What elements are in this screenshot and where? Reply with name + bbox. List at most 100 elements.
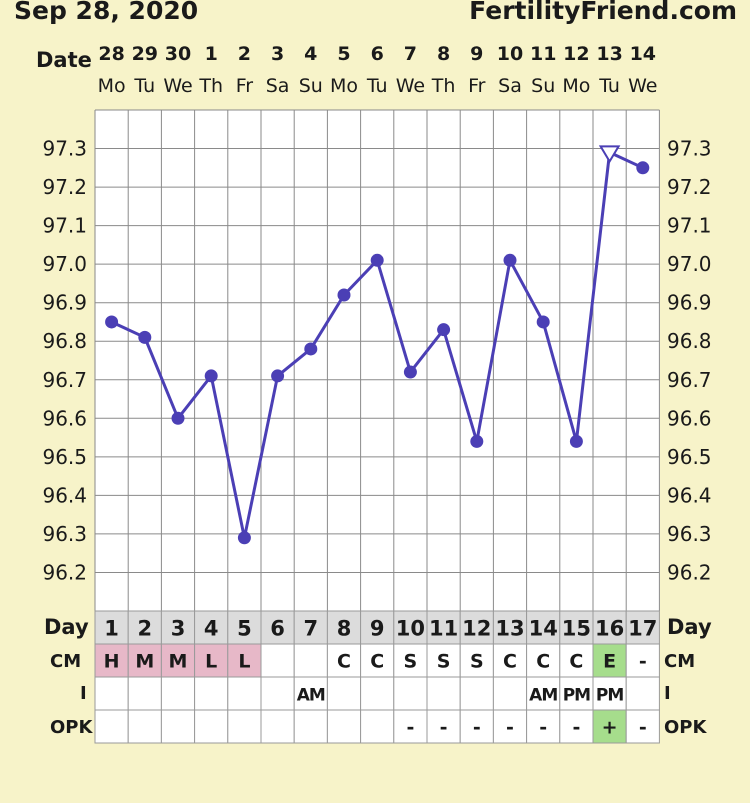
- table-value-cm: E: [603, 651, 616, 673]
- date-label: 6: [371, 43, 384, 65]
- y-tick-label: 96.9: [42, 291, 87, 315]
- date-label: 12: [563, 43, 589, 65]
- table-cell-i: [426, 676, 461, 711]
- date-label: 30: [165, 43, 191, 65]
- temperature-point: [470, 434, 484, 448]
- table-cell-cm: [625, 643, 660, 678]
- table-cell-i: [260, 676, 295, 711]
- table-value-cm: S: [470, 651, 484, 673]
- y-tick-label: 96.8: [42, 329, 87, 353]
- y-tick-label: 96.5: [42, 445, 87, 469]
- date-label: 13: [596, 43, 622, 65]
- table-cell-opk: [360, 709, 395, 744]
- date-label: 7: [404, 43, 417, 65]
- table-value-day: 3: [171, 617, 186, 641]
- table-cell-i: [227, 676, 262, 711]
- date-label: 10: [497, 43, 523, 65]
- table-value-day: 14: [529, 617, 558, 641]
- weekday-row: Mo Tu We Th Fr Sa Su Mo Tu We Th Fr Sa Su Mo Tu We: [98, 75, 658, 97]
- table-cell-day: [625, 610, 660, 645]
- y-tick-label: 96.3: [42, 522, 87, 546]
- temperature-point: [337, 288, 351, 302]
- table-cell-i: [526, 676, 561, 711]
- table-value-day: 8: [337, 617, 352, 641]
- weekday-label: Th: [431, 75, 456, 97]
- day-row-label-right: Day: [667, 615, 712, 639]
- table-value-day: 6: [270, 617, 285, 641]
- table-cell-day: [393, 610, 428, 645]
- cycle-table: 1 2 3 4 5 6 7 8 9 10 11 12 13 14 15 16 17H M M L L C C S S S C C C E -…: [94, 610, 660, 744]
- table-value-day: 15: [562, 617, 591, 641]
- table-cell-cm: [94, 643, 129, 678]
- table-value-opk: -: [539, 717, 547, 739]
- y-tick-label: 96.6: [667, 406, 712, 430]
- table-cell-i: [360, 676, 395, 711]
- temperature-point: [204, 369, 218, 383]
- table-value-cm: M: [169, 651, 188, 673]
- table-cell-day: [227, 610, 262, 645]
- table-cell-cm: [293, 643, 328, 678]
- table-value-day: 12: [462, 617, 491, 641]
- date-row-label: Date: [36, 48, 92, 72]
- date-label: 2: [238, 43, 251, 65]
- table-value-opk: -: [473, 717, 481, 739]
- table-value-day: 17: [628, 617, 657, 641]
- table-cell-opk: [160, 709, 196, 744]
- table-cell-i: [94, 676, 129, 711]
- table-value-opk: +: [602, 717, 618, 739]
- table-value-i: AM: [529, 686, 557, 706]
- temperature-point: [403, 365, 417, 379]
- table-cell-opk: [426, 709, 461, 744]
- table-value-i: AM: [297, 686, 325, 706]
- weekday-label: Fr: [236, 75, 254, 97]
- i-row-label-left: I: [80, 683, 87, 704]
- table-cell-i: [160, 676, 196, 711]
- table-cell-opk: [260, 709, 295, 744]
- table-cell-day: [459, 610, 494, 645]
- cm-row-label-right: CM: [664, 651, 695, 672]
- y-axis-left: 96.2 96.3 96.4 96.5 96.6 96.7 96.8 96.9 97.0 97.1…: [42, 137, 87, 585]
- y-tick-label: 97.2: [42, 175, 87, 199]
- table-value-cm: -: [639, 651, 647, 673]
- table-value-day: 9: [370, 617, 385, 641]
- y-tick-label: 96.6: [42, 406, 87, 430]
- weekday-label: We: [628, 75, 657, 97]
- y-tick-label: 97.3: [42, 137, 87, 161]
- date-label: 1: [205, 43, 218, 65]
- table-value-cm: S: [437, 651, 451, 673]
- table-cell-opk: [194, 709, 229, 744]
- table-cell-opk: [227, 709, 262, 744]
- table-value-day: 11: [429, 617, 458, 641]
- date-label: 28: [98, 43, 124, 65]
- table-value-day: 7: [303, 617, 318, 641]
- temperature-point: [437, 323, 451, 337]
- y-tick-label: 97.2: [667, 175, 712, 199]
- table-value-cm: S: [404, 651, 418, 673]
- table-value-day: 1: [104, 617, 119, 641]
- date-row: 28 29 30 1 2 3 4 5 6 7 8 9 10 11 12 13 14: [98, 43, 656, 65]
- date-label: 29: [132, 43, 158, 65]
- y-tick-label: 97.0: [667, 252, 712, 276]
- table-value-day: 4: [204, 617, 219, 641]
- temperature-point: [271, 369, 285, 383]
- date-label: 3: [271, 43, 284, 65]
- temperature-point: [370, 253, 384, 267]
- table-cell-day: [559, 610, 594, 645]
- table-cell-opk: [625, 709, 660, 744]
- table-cell-opk: [326, 709, 362, 744]
- y-tick-label: 96.2: [667, 560, 712, 584]
- table-value-cm: C: [536, 651, 550, 673]
- table-value-day: 16: [595, 617, 624, 641]
- table-cell-i: [194, 676, 229, 711]
- table-value-cm: L: [205, 651, 217, 673]
- table-cell-day: [492, 610, 528, 645]
- table-value-cm: L: [238, 651, 250, 673]
- i-row-label-right: I: [664, 683, 671, 704]
- table-cell-opk: [94, 709, 129, 744]
- chart-date: Sep 28, 2020: [14, 0, 198, 25]
- weekday-label: Sa: [266, 75, 290, 97]
- weekday-label: Tu: [598, 75, 620, 97]
- temperature-point: [105, 315, 119, 329]
- table-cell-cm: [260, 643, 295, 678]
